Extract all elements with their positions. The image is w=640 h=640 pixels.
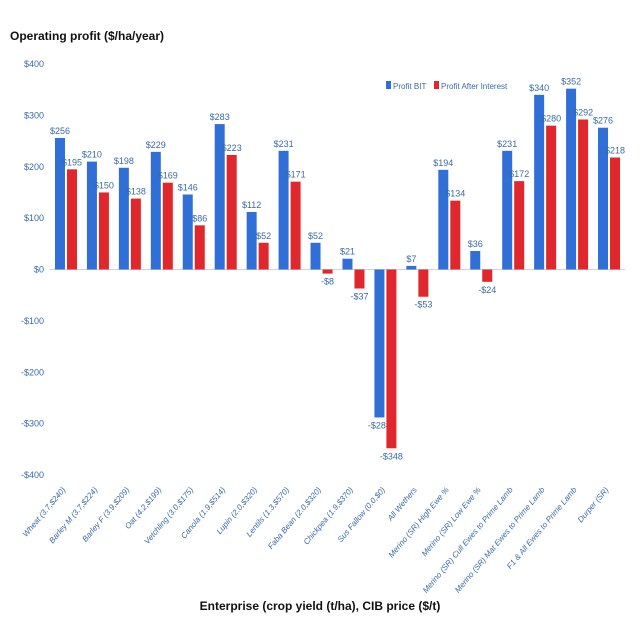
data-label: $86 <box>192 213 207 223</box>
data-label: $218 <box>605 146 625 156</box>
data-label: $352 <box>561 77 581 87</box>
bar-profit-bit <box>566 88 577 270</box>
bar-profit-bit <box>598 127 609 270</box>
bar-profit-after-interest <box>162 182 173 270</box>
data-label: $21 <box>340 247 355 257</box>
data-label: $52 <box>308 231 323 241</box>
bar-profit-bit <box>342 258 353 270</box>
bar-profit-bit <box>502 150 513 270</box>
bar-profit-after-interest <box>514 181 525 270</box>
legend-label: Profit After Interest <box>441 82 508 91</box>
bar-profit-after-interest <box>450 200 461 270</box>
data-label: $195 <box>62 157 82 167</box>
category-label: Merino (SR) High Ewe % <box>387 486 451 560</box>
bar-profit-after-interest <box>610 157 621 270</box>
y-tick-label: $200 <box>24 162 44 172</box>
bar-profit-after-interest <box>322 269 333 274</box>
data-label: $171 <box>286 170 306 180</box>
data-label: $138 <box>126 187 146 197</box>
y-axis-title: Operating profit ($/ha/year) <box>10 29 165 43</box>
data-label: $229 <box>146 140 166 150</box>
bar-profit-bit <box>534 94 545 270</box>
legend-label: Profit BIT <box>393 82 426 91</box>
bar-profit-after-interest <box>194 225 205 270</box>
data-label: $194 <box>433 158 453 168</box>
bar-profit-bit <box>278 150 289 270</box>
y-tick-label: $100 <box>24 213 44 223</box>
bar-profit-after-interest <box>354 269 365 289</box>
data-label: $52 <box>256 231 271 241</box>
bar-profit-after-interest <box>98 192 109 270</box>
bar-profit-after-interest <box>546 125 557 270</box>
data-label: $112 <box>242 200 261 210</box>
bar-profit-bit <box>438 169 449 270</box>
data-label: $7 <box>406 254 416 264</box>
bar-profit-bit <box>54 137 65 270</box>
data-label: $198 <box>114 156 134 166</box>
bar-profit-after-interest <box>258 242 269 270</box>
category-label: All Wethers <box>385 486 419 524</box>
data-label: $280 <box>541 114 561 124</box>
y-tick-label: $300 <box>24 110 44 120</box>
data-label: $283 <box>210 112 230 122</box>
bar-profit-bit <box>86 161 97 270</box>
data-label: -$37 <box>350 292 368 302</box>
data-label: -$8 <box>321 277 334 287</box>
bar-profit-bit <box>406 265 417 270</box>
bar-profit-after-interest <box>130 198 141 270</box>
data-label: $150 <box>94 180 114 190</box>
data-label: -$348 <box>380 451 403 461</box>
bar-profit-bit <box>214 124 225 270</box>
bar-profit-after-interest <box>482 269 493 282</box>
category-label: Merino (SR) Low Ewe % <box>420 486 483 559</box>
bar-profit-after-interest <box>386 269 397 449</box>
data-label: $210 <box>82 150 102 160</box>
data-label: $256 <box>50 126 70 136</box>
data-label: $223 <box>222 143 242 153</box>
data-label: -$288 <box>368 420 391 430</box>
bar-profit-bit <box>374 269 385 418</box>
bar-profit-bit <box>310 242 321 270</box>
bar-profit-after-interest <box>226 154 237 270</box>
y-tick-label: -$200 <box>21 367 44 377</box>
bar-profit-bit <box>246 211 257 270</box>
legend-swatch-profit-bit <box>386 81 391 89</box>
data-label: $36 <box>468 239 483 249</box>
data-label: $340 <box>529 83 549 93</box>
category-label: Faba Bean (2.0,$320) <box>266 485 323 551</box>
x-axis-title: Enterprise (crop yield (t/ha), CIB price… <box>199 599 441 613</box>
data-label: $292 <box>573 107 593 117</box>
data-label: -$24 <box>478 285 496 295</box>
data-label: $169 <box>158 171 178 181</box>
bar-profit-bit <box>118 167 129 270</box>
data-label: $172 <box>509 169 529 179</box>
y-tick-label: -$100 <box>21 316 44 326</box>
bar-profit-bit <box>182 194 193 270</box>
category-label: Durper (SR) <box>576 485 611 524</box>
data-label: $146 <box>178 182 198 192</box>
bar-profit-after-interest <box>66 169 77 270</box>
data-label: $134 <box>445 189 465 199</box>
bar-profit-after-interest <box>290 181 301 270</box>
y-tick-label: -$400 <box>21 470 44 480</box>
y-tick-label: $0 <box>34 265 44 275</box>
bar-profit-bit <box>150 151 161 270</box>
data-label: $276 <box>593 116 613 126</box>
category-label: F1 & All Ewes to Prime Lamb <box>505 485 579 571</box>
legend-swatch-profit-after-interest <box>434 81 439 89</box>
y-tick-label: $400 <box>24 59 44 69</box>
bar-profit-after-interest <box>578 119 589 270</box>
bar-profit-after-interest <box>418 269 429 297</box>
data-label: $231 <box>497 139 517 149</box>
data-label: -$53 <box>414 300 432 310</box>
y-tick-label: -$300 <box>21 419 44 429</box>
data-label: $231 <box>274 139 294 149</box>
bar-profit-bit <box>470 251 481 270</box>
